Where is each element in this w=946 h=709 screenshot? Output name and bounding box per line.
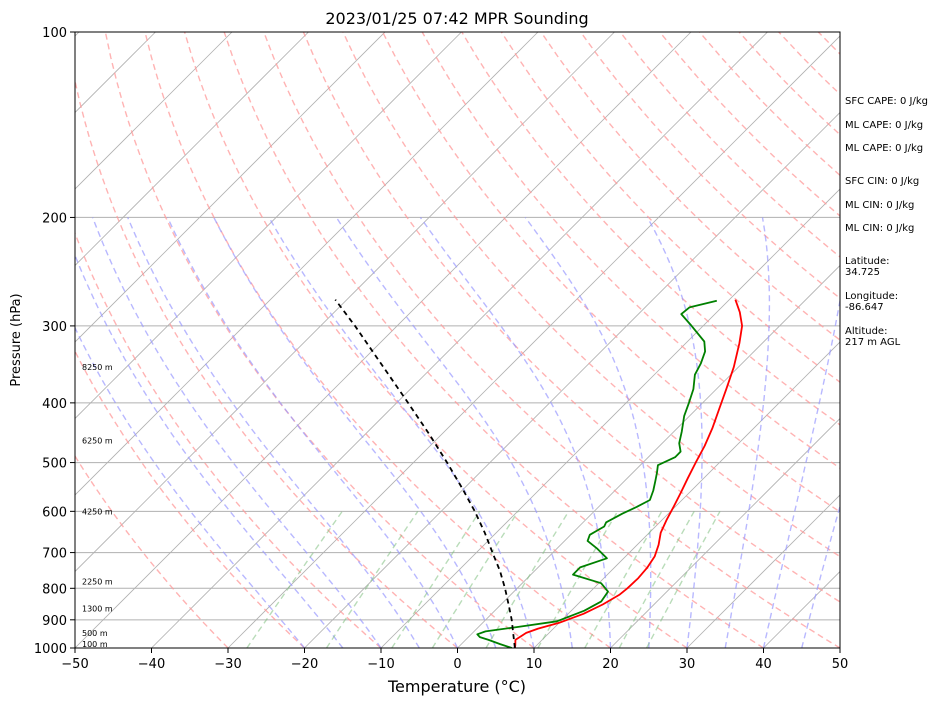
y-tick-label: 200 [42, 211, 67, 226]
x-tick-label: −20 [291, 657, 318, 672]
x-tick-label: 40 [755, 657, 772, 672]
latitude-label: Latitude: [845, 256, 890, 267]
mixing-ratio-8 [538, 511, 618, 648]
latitude-value: 34.725 [845, 267, 880, 278]
x-tick-label: −40 [138, 657, 165, 672]
y-tick-label: 300 [42, 320, 67, 335]
chart-title: 2023/01/25 07:42 MPR Sounding [325, 9, 588, 28]
y-tick-label: 100 [42, 26, 67, 41]
y-tick-label: 1000 [34, 642, 67, 657]
x-axis-ticks: −50 −40 −30 −20 −10 0 10 20 30 40 50 [61, 648, 848, 672]
x-tick-label: 10 [526, 657, 543, 672]
dry-adiabat-40 [224, 32, 763, 648]
y-tick-label: 900 [42, 614, 67, 629]
height-label: 500 m [82, 629, 108, 638]
annotation-panel: SFC CAPE: 0 J/kg ML CAPE: 0 J/kg ML CAPE… [845, 96, 928, 348]
dry-adiabat-20 [145, 32, 611, 648]
isotherm--110 [0, 32, 232, 648]
x-tick-label: 50 [832, 657, 849, 672]
height-label: 6250 m [82, 436, 113, 445]
x-tick-label: 0 [453, 657, 461, 672]
y-axis-label: Pressure (hPa) [9, 293, 24, 386]
mixing-ratio-3 [432, 511, 518, 648]
longitude-value: -86.647 [845, 302, 884, 313]
mixing-ratio-5 [486, 511, 569, 648]
moist-adiabat--20 [32, 217, 305, 648]
ml-cape-text-2: ML CAPE: 0 J/kg [845, 143, 923, 154]
y-tick-label: 700 [42, 547, 67, 562]
y-axis-ticks: 100 200 300 400 500 600 700 800 900 1000 [34, 26, 75, 657]
y-tick-label: 800 [42, 582, 67, 597]
height-label: 1300 m [82, 604, 113, 613]
altitude-label: Altitude: [845, 326, 887, 337]
x-tick-label: −10 [367, 657, 394, 672]
isotherm--30 [228, 32, 844, 648]
background-lines [0, 32, 946, 648]
ml-cape-text: ML CAPE: 0 J/kg [845, 120, 923, 131]
ml-cin-text-2: ML CIN: 0 J/kg [845, 223, 914, 234]
x-axis-label: Temperature (°C) [387, 677, 526, 696]
sfc-cape-text: SFC CAPE: 0 J/kg [845, 96, 928, 107]
moist-adiabat-10 [269, 217, 534, 648]
height-label: 2250 m [82, 578, 113, 587]
altitude-value: 217 m AGL [845, 337, 901, 348]
ml-cin-text: ML CIN: 0 J/kg [845, 200, 914, 211]
dry-adiabat-10 [105, 32, 534, 648]
moist-adiabat-20 [420, 217, 610, 648]
y-tick-label: 600 [42, 505, 67, 520]
x-tick-label: 30 [679, 657, 696, 672]
height-label: 8250 m [82, 363, 113, 372]
dry-adiabat--10 [26, 32, 381, 648]
x-tick-label: −30 [214, 657, 241, 672]
dewpoint-profile [477, 301, 717, 648]
x-tick-label: 20 [602, 657, 619, 672]
moist-adiabat--10 [93, 217, 381, 648]
longitude-label: Longitude: [845, 291, 898, 302]
height-label: 100 m [82, 640, 108, 649]
y-tick-label: 400 [42, 397, 67, 412]
y-tick-label: 500 [42, 457, 67, 472]
isotherm--140 [0, 32, 3, 648]
isotherm--50 [75, 32, 691, 648]
mixing-ratio-0.4 [247, 511, 342, 648]
sfc-cin-text: SFC CIN: 0 J/kg [845, 176, 919, 187]
x-tick-label: −50 [61, 657, 88, 672]
height-label: 4250 m [82, 507, 113, 516]
moist-adiabat-40 [764, 217, 853, 648]
